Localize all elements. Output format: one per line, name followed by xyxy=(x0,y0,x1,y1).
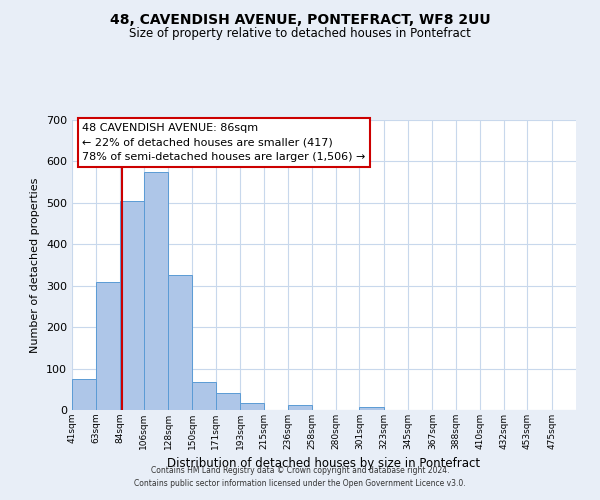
Bar xyxy=(193,382,215,410)
X-axis label: Distribution of detached houses by size in Pontefract: Distribution of detached houses by size … xyxy=(167,458,481,470)
Bar xyxy=(144,172,168,410)
Text: 48 CAVENDISH AVENUE: 86sqm
← 22% of detached houses are smaller (417)
78% of sem: 48 CAVENDISH AVENUE: 86sqm ← 22% of deta… xyxy=(82,123,365,162)
Y-axis label: Number of detached properties: Number of detached properties xyxy=(31,178,40,352)
Bar xyxy=(240,402,265,410)
Bar xyxy=(168,274,193,410)
Text: Size of property relative to detached houses in Pontefract: Size of property relative to detached ho… xyxy=(129,28,471,40)
Text: Contains HM Land Registry data © Crown copyright and database right 2024.
Contai: Contains HM Land Registry data © Crown c… xyxy=(134,466,466,487)
Bar xyxy=(72,379,97,410)
Bar xyxy=(287,405,312,410)
Bar xyxy=(119,201,144,410)
Bar xyxy=(215,394,240,410)
Bar xyxy=(97,282,119,410)
Text: 48, CAVENDISH AVENUE, PONTEFRACT, WF8 2UU: 48, CAVENDISH AVENUE, PONTEFRACT, WF8 2U… xyxy=(110,12,490,26)
Bar xyxy=(359,406,383,410)
